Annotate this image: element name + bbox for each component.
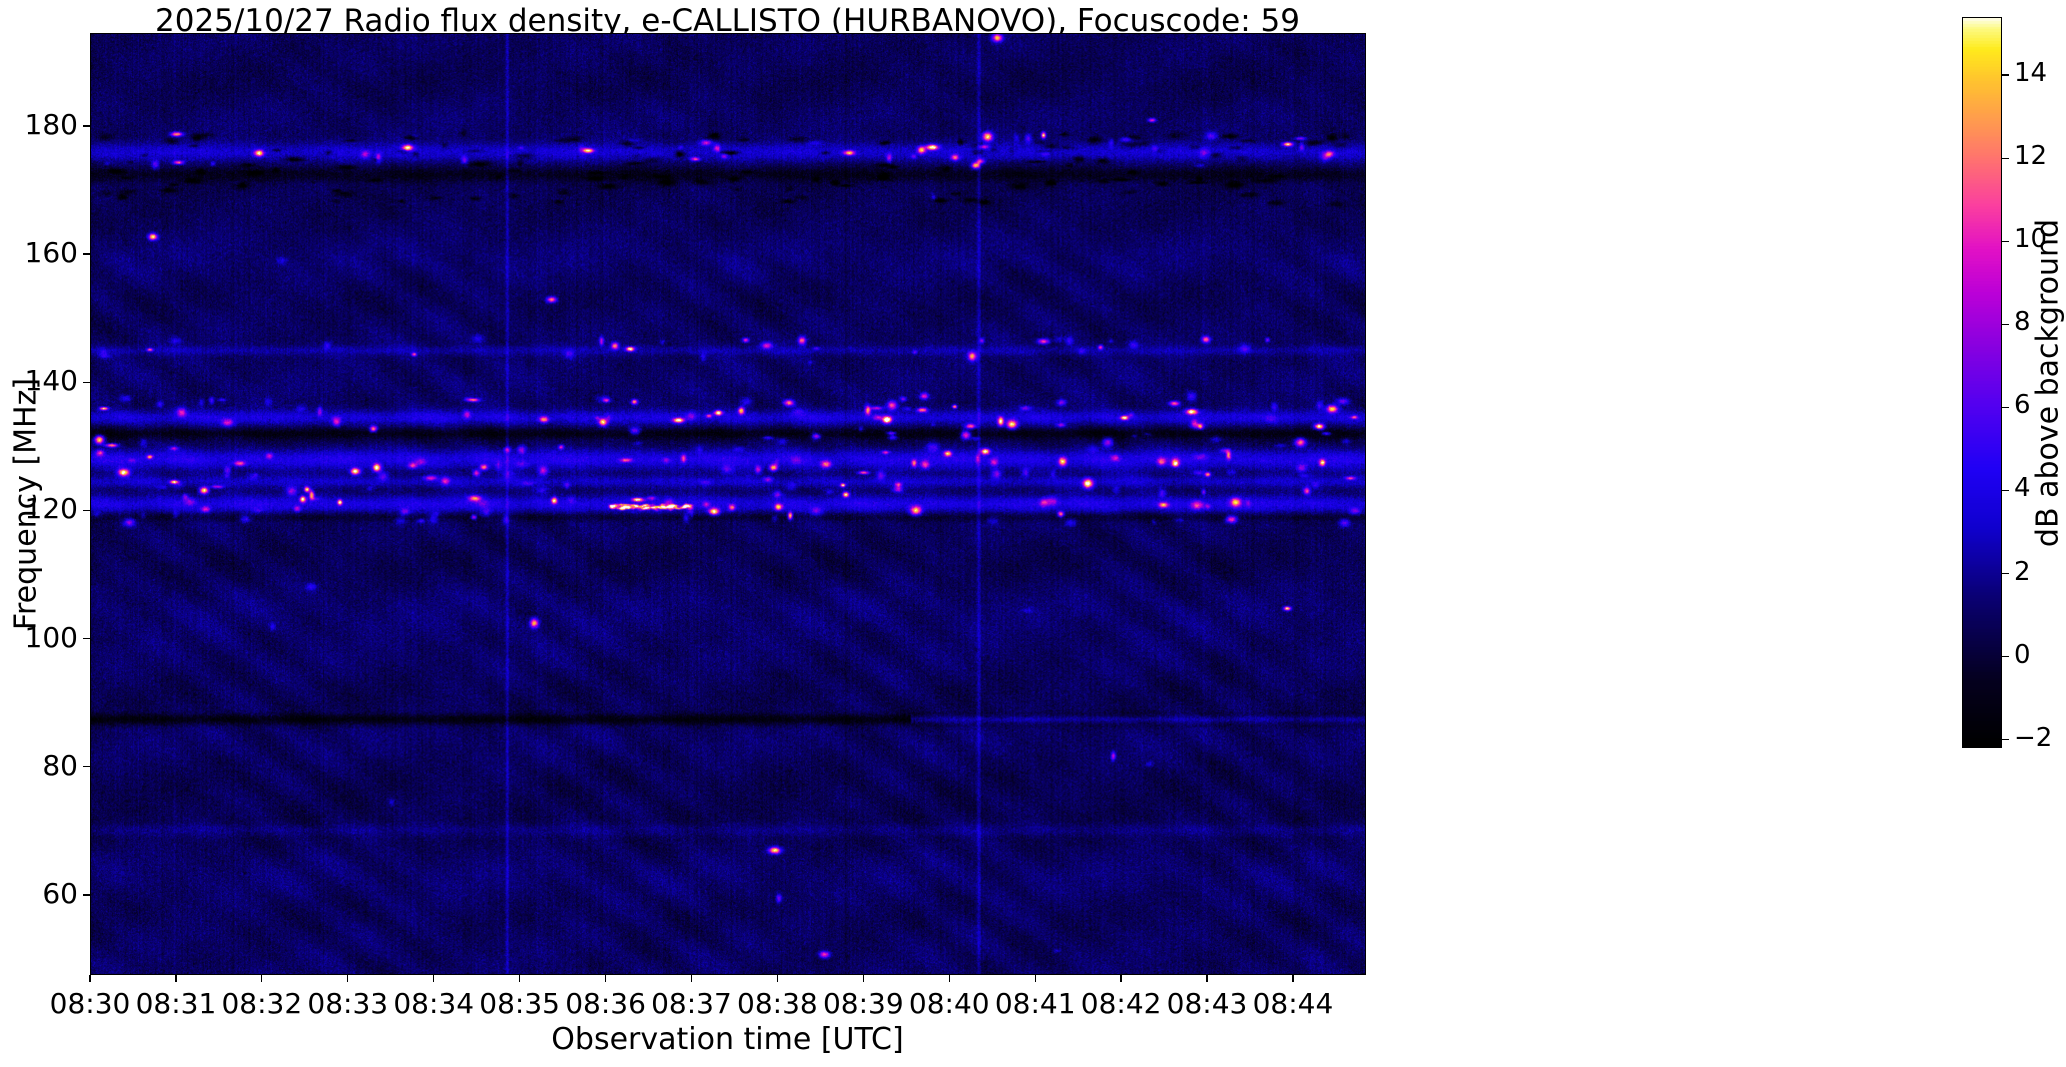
y-tick-mark: [83, 253, 90, 255]
x-tick-mark: [347, 975, 349, 982]
x-tick-label: 08:36: [565, 987, 646, 1020]
colorbar-tick-mark: [2002, 74, 2009, 76]
colorbar: [1962, 17, 2002, 748]
colorbar-tick-label: 8: [2014, 307, 2031, 338]
x-tick-mark: [1206, 975, 1208, 982]
x-tick-label: 08:41: [994, 987, 1076, 1020]
x-tick-label: 08:31: [135, 987, 217, 1020]
colorbar-tick-label: 14: [2014, 58, 2048, 89]
x-tick-label: 08:33: [307, 987, 389, 1020]
spectrogram-image: [91, 34, 1365, 974]
x-tick-label: 08:43: [1166, 987, 1248, 1020]
colorbar-tick-mark: [2002, 406, 2009, 409]
x-tick-mark: [1120, 975, 1122, 982]
colorbar-tick-mark: [2002, 323, 2009, 325]
colorbar-tick-mark: [2002, 655, 2009, 658]
x-tick-label: 08:32: [221, 987, 303, 1020]
spectrogram-axes: [90, 33, 1366, 975]
x-tick-label: 08:40: [908, 987, 990, 1020]
y-tick-mark: [83, 894, 90, 896]
colorbar-tick-mark: [2002, 489, 2009, 492]
x-tick-mark: [175, 975, 177, 982]
y-tick-label: 120: [24, 492, 78, 526]
colorbar-gradient: [1963, 18, 2001, 747]
x-tick-mark: [89, 975, 91, 982]
y-tick-label: 160: [24, 236, 78, 270]
colorbar-tick-mark: [2002, 572, 2009, 575]
x-tick-mark: [604, 975, 607, 982]
y-tick-mark: [83, 125, 90, 127]
x-tick-label: 08:44: [1252, 987, 1334, 1020]
colorbar-tick-label: 6: [2014, 390, 2031, 421]
x-axis-label: Observation time [UTC]: [551, 1022, 904, 1057]
y-tick-label: 140: [24, 364, 78, 398]
colorbar-tick-label: 2: [2014, 556, 2031, 587]
y-tick-mark: [83, 637, 90, 640]
y-tick-label: 180: [24, 107, 78, 141]
x-tick-label: 08:37: [651, 987, 732, 1020]
x-tick-label: 08:30: [49, 987, 131, 1020]
x-tick-label: 08:42: [1080, 987, 1162, 1020]
colorbar-tick-mark: [2002, 157, 2009, 159]
colorbar-tick-label: 0: [2014, 639, 2031, 670]
x-tick-mark: [1292, 975, 1294, 982]
y-tick-label: 60: [42, 876, 78, 910]
colorbar-tick-label: 12: [2014, 141, 2048, 172]
colorbar-tick-mark: [2002, 739, 2009, 741]
colorbar-tick-mark: [2002, 240, 2009, 242]
y-tick-label: 100: [24, 620, 78, 654]
x-tick-mark: [948, 975, 950, 982]
y-tick-mark: [83, 766, 90, 768]
y-tick-label: 80: [42, 748, 78, 782]
y-tick-mark: [83, 509, 90, 512]
x-tick-label: 08:39: [822, 987, 904, 1020]
colorbar-tick-label: −2: [2014, 722, 2053, 753]
colorbar-tick-label: 4: [2014, 473, 2031, 504]
x-tick-mark: [518, 975, 521, 982]
x-tick-label: 08:38: [737, 987, 818, 1020]
x-tick-mark: [690, 975, 693, 982]
colorbar-tick-label: 10: [2014, 224, 2048, 255]
y-tick-mark: [83, 381, 90, 383]
x-tick-mark: [1034, 975, 1036, 982]
x-tick-label: 08:34: [393, 987, 475, 1020]
x-tick-mark: [776, 975, 779, 982]
x-tick-mark: [862, 975, 864, 982]
x-tick-mark: [433, 975, 435, 982]
x-tick-label: 08:35: [479, 987, 560, 1020]
figure-title: 2025/10/27 Radio flux density, e-CALLIST…: [155, 3, 1300, 39]
x-tick-mark: [261, 975, 263, 982]
colorbar-label: dB above background: [2030, 218, 2066, 547]
